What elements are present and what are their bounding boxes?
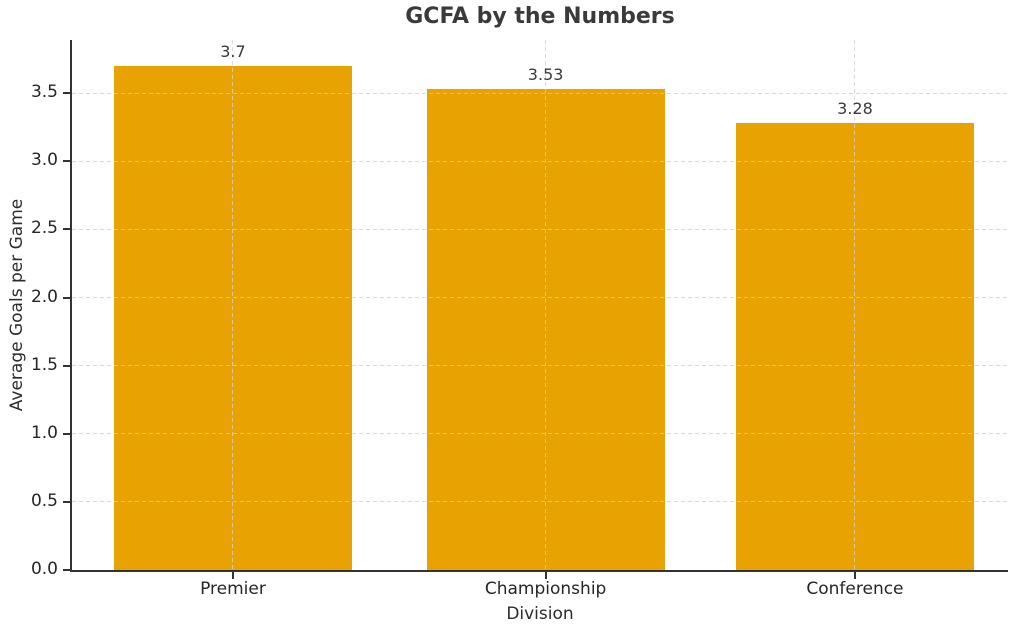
- y-gridline: [72, 92, 1008, 94]
- y-gridline: [72, 160, 1008, 162]
- y-gridline: [72, 228, 1008, 230]
- y-tick-mark: [63, 296, 70, 299]
- y-tick-label: 2.5: [30, 218, 58, 239]
- y-tick-label: 0.0: [30, 559, 58, 579]
- x-gridline: [545, 40, 547, 570]
- x-tick-mark: [853, 572, 856, 579]
- x-gridline: [232, 40, 234, 570]
- x-tick-mark: [544, 572, 547, 579]
- y-tick-label: 0.5: [30, 490, 58, 511]
- x-gridline: [854, 40, 856, 570]
- x-tick-label-conference: Conference: [806, 579, 904, 599]
- bar-value-label: 3.28: [837, 99, 873, 119]
- y-axis-spine: [70, 40, 72, 572]
- y-tick-label: 1.5: [30, 354, 58, 375]
- y-tick-mark: [63, 228, 70, 231]
- y-tick-mark: [63, 500, 70, 503]
- plot-area: 3.7 3.53 3.28: [72, 40, 1008, 570]
- x-axis-spine: [70, 570, 1008, 572]
- y-tick-mark: [63, 569, 70, 571]
- y-tick-label: 1.0: [30, 422, 58, 443]
- x-tick-mark: [231, 572, 234, 579]
- y-tick-mark: [63, 432, 70, 435]
- bar-value-label: 3.7: [220, 41, 246, 61]
- y-gridline: [72, 501, 1008, 503]
- y-gridline: [72, 365, 1008, 367]
- y-tick-label: 3.5: [30, 82, 58, 103]
- x-tick-label-championship: Championship: [484, 579, 607, 599]
- y-tick-label: 2.0: [30, 286, 58, 307]
- y-gridline: [72, 433, 1008, 435]
- chart-title: GCFA by the Numbers: [405, 4, 675, 29]
- x-axis-label: Division: [506, 604, 574, 624]
- y-tick-mark: [63, 92, 70, 95]
- y-tick-label: 3.0: [30, 150, 58, 171]
- y-tick-mark: [63, 364, 70, 367]
- x-tick-label-premier: Premier: [200, 579, 266, 599]
- y-gridline: [72, 297, 1008, 298]
- bar-value-label: 3.53: [527, 65, 564, 85]
- y-tick-mark: [63, 160, 70, 163]
